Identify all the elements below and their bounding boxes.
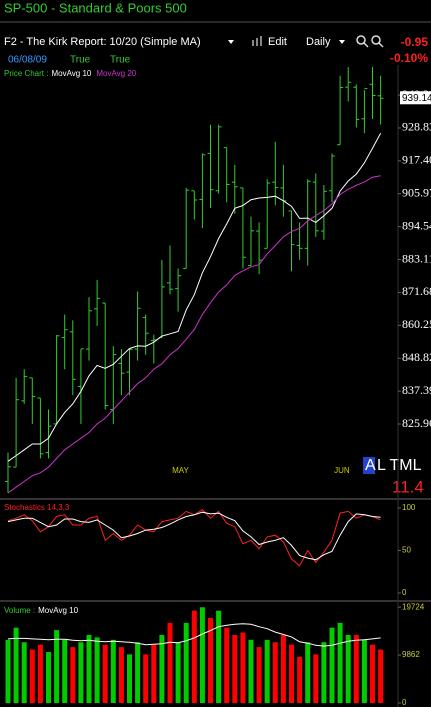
volume-bar: [313, 654, 319, 703]
volume-bar: [46, 651, 51, 703]
volume-bar: [280, 634, 286, 703]
volume-bar: [183, 622, 189, 703]
zoom-in[interactable]: [356, 35, 369, 48]
volume-bar: [21, 642, 27, 703]
y-tick-label: 905.97: [402, 185, 431, 199]
series-line: [7, 623, 381, 647]
volume-bar: [78, 642, 84, 703]
volume-bar: [62, 639, 68, 703]
y-tick-label: 860.25: [402, 317, 431, 331]
edit-button[interactable]: Edit: [268, 36, 287, 48]
volume-bar: [94, 637, 100, 703]
panel-title: Stochastics 14,3,3: [4, 503, 70, 512]
volume-bar: [118, 647, 124, 703]
volume-bar: [361, 639, 367, 703]
y-tick-label: 883.11: [402, 251, 431, 265]
volume-bar: [199, 607, 205, 703]
dropdown-arrow[interactable]: [228, 40, 234, 44]
volume-bar: [297, 656, 303, 703]
indicator-value: 11.4: [392, 477, 424, 496]
flag: True: [110, 55, 131, 66]
legend-entry: MovAvg 10: [38, 606, 78, 615]
volume-bar: [321, 642, 327, 703]
volume-bar: [378, 649, 384, 703]
y-tick-label: 0: [402, 588, 407, 597]
y-tick-label: 894.54: [402, 218, 431, 232]
edit-icon[interactable]: [252, 36, 262, 46]
series-line: [7, 132, 382, 462]
volume-bar: [167, 622, 173, 703]
volume-bar: [248, 639, 254, 703]
volume-bar: [256, 647, 262, 703]
price-change-percent: -0.10%: [390, 51, 428, 65]
volume-bar: [329, 627, 335, 703]
volume-bar: [208, 617, 213, 703]
dropdown-arrow[interactable]: [339, 40, 345, 44]
panel-title: Price Chart :: [4, 69, 48, 78]
volume-bar: [159, 634, 165, 703]
volume-bar: [345, 634, 351, 703]
volume-bar: [5, 639, 11, 703]
volume-bar: [110, 639, 116, 703]
y-tick-label: 917.40: [402, 153, 431, 167]
y-tick-label: 928.83: [402, 120, 431, 134]
volume-bar: [305, 642, 311, 703]
volume-bar: [353, 634, 359, 703]
y-tick-label: 19724: [402, 602, 425, 611]
y-tick-label: 9862: [402, 650, 420, 659]
last-price: 939.14: [402, 93, 431, 104]
volume-bar: [289, 644, 294, 703]
price-change: -0.95: [401, 35, 429, 49]
volume-bar: [37, 644, 43, 703]
flag: True: [70, 55, 91, 66]
badge-box: [363, 457, 375, 474]
volume-bar: [370, 644, 375, 703]
volume-bar: [127, 654, 132, 703]
volume-bar: [191, 610, 197, 703]
volume-bar: [54, 630, 60, 703]
x-tick-label: JUN: [334, 466, 350, 475]
legend-entry: MovAvg 20: [96, 69, 136, 78]
volume-bar: [29, 649, 35, 703]
volume-bar: [70, 647, 76, 703]
layout-menu[interactable]: F2 - The Kirk Report: 10/20 (Simple MA): [4, 36, 201, 48]
y-tick-label: 837.39: [402, 383, 431, 397]
volume-bar: [86, 634, 92, 703]
volume-bar: [13, 627, 19, 703]
volume-bar: [175, 642, 181, 703]
volume-bar: [264, 639, 270, 703]
series-line: [7, 509, 381, 567]
symbol-title: SP-500 - Standard & Poors 500: [4, 0, 187, 15]
badge-letter: A: [365, 457, 376, 474]
legend-entry: MovAvg 10: [51, 69, 91, 78]
volume-bar: [232, 634, 238, 703]
series-line: [7, 511, 381, 561]
volume-bar: [272, 642, 278, 703]
date: 06/08/09: [8, 55, 47, 66]
period-menu[interactable]: Daily: [306, 36, 331, 48]
last-price-box: [400, 91, 431, 105]
y-tick-label: 100: [402, 503, 416, 512]
volume-bar: [240, 632, 246, 703]
badge-text: L TML: [377, 457, 422, 474]
volume-bar: [135, 642, 141, 703]
y-tick-label: 0: [402, 698, 407, 707]
volume-bar: [224, 627, 230, 703]
y-tick-label: 50: [402, 546, 411, 555]
volume-bar: [143, 654, 149, 703]
panel-title: Volume :: [4, 606, 35, 615]
y-tick-label: 825.96: [402, 416, 431, 430]
zoom-out[interactable]: [371, 35, 384, 48]
series-line: [7, 175, 381, 494]
volume-bar: [102, 644, 108, 703]
y-tick-label: 848.82: [402, 350, 431, 364]
volume-bar: [337, 622, 343, 703]
volume-bar: [151, 644, 157, 703]
x-tick-label: MAY: [172, 466, 189, 475]
volume-bar: [216, 610, 222, 703]
y-tick-label: 871.68: [402, 284, 431, 298]
